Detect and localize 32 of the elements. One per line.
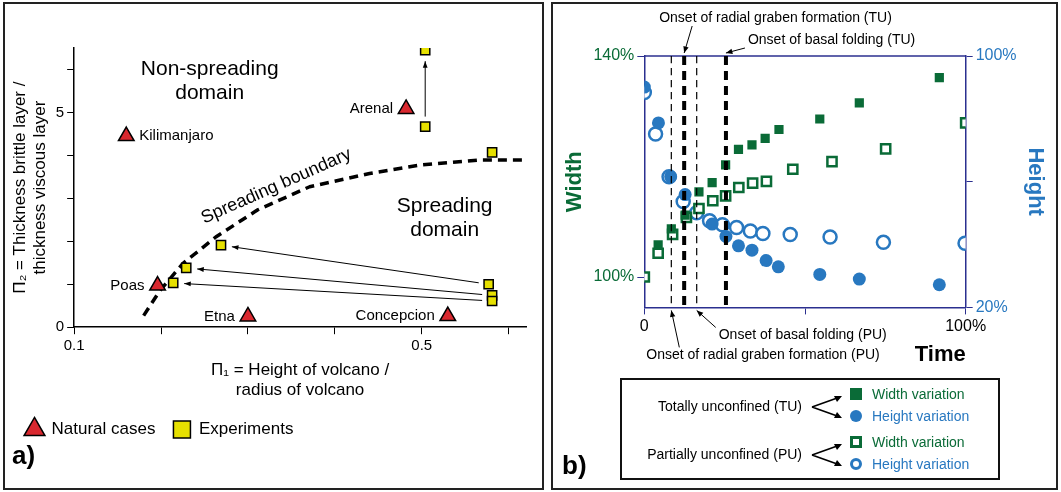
legend-label: Experiments <box>198 419 294 439</box>
x-axis-title: Time <box>914 340 966 366</box>
y-tick-label: 140% <box>593 46 635 64</box>
x-tick-label: 0.5 <box>411 336 433 354</box>
x-tick-label: 0.1 <box>63 336 85 354</box>
ref-line-label: Onset of basal folding (TU) <box>747 30 916 47</box>
ref-line-label: Onset of radial graben formation (PU) <box>646 346 880 363</box>
annotation: Non-spreading domain <box>140 56 279 104</box>
y2-tick-label: 100% <box>975 46 1017 64</box>
legend-label: Width variation <box>872 434 965 450</box>
text: a) <box>12 440 36 471</box>
annotation: Etna <box>204 306 236 324</box>
annotation: Poas <box>110 275 145 293</box>
annotation: Concepcion <box>355 306 435 324</box>
text: b) <box>562 450 587 481</box>
annotation: Arenal <box>349 99 394 117</box>
text: Partially unconfined (PU) <box>647 446 802 462</box>
legend-label: Height variation <box>872 456 970 472</box>
legend-label: Height variation <box>872 408 970 424</box>
ref-line-label: Onset of basal folding (PU) <box>718 326 887 343</box>
y2-axis-title: Height <box>1023 147 1049 217</box>
y-axis-title: Π₂ = Thickness brittle layer / thickness viscous layer <box>9 81 50 294</box>
y-tick-label: 5 <box>55 102 65 120</box>
x-axis-title: Π₁ = Height of volcano / radius of volcano <box>210 360 390 400</box>
legend-label: Width variation <box>872 386 965 402</box>
legend-label: Natural cases <box>51 419 156 439</box>
text: Totally unconfined (TU) <box>658 398 802 414</box>
y-axis-title: Width <box>561 151 587 213</box>
annotation: Spreading domain <box>396 193 493 241</box>
annotation: Kilimanjaro <box>139 126 214 144</box>
ref-line-label: Onset of radial graben formation (TU) <box>659 8 892 25</box>
y2-tick-label: 20% <box>975 297 1008 315</box>
